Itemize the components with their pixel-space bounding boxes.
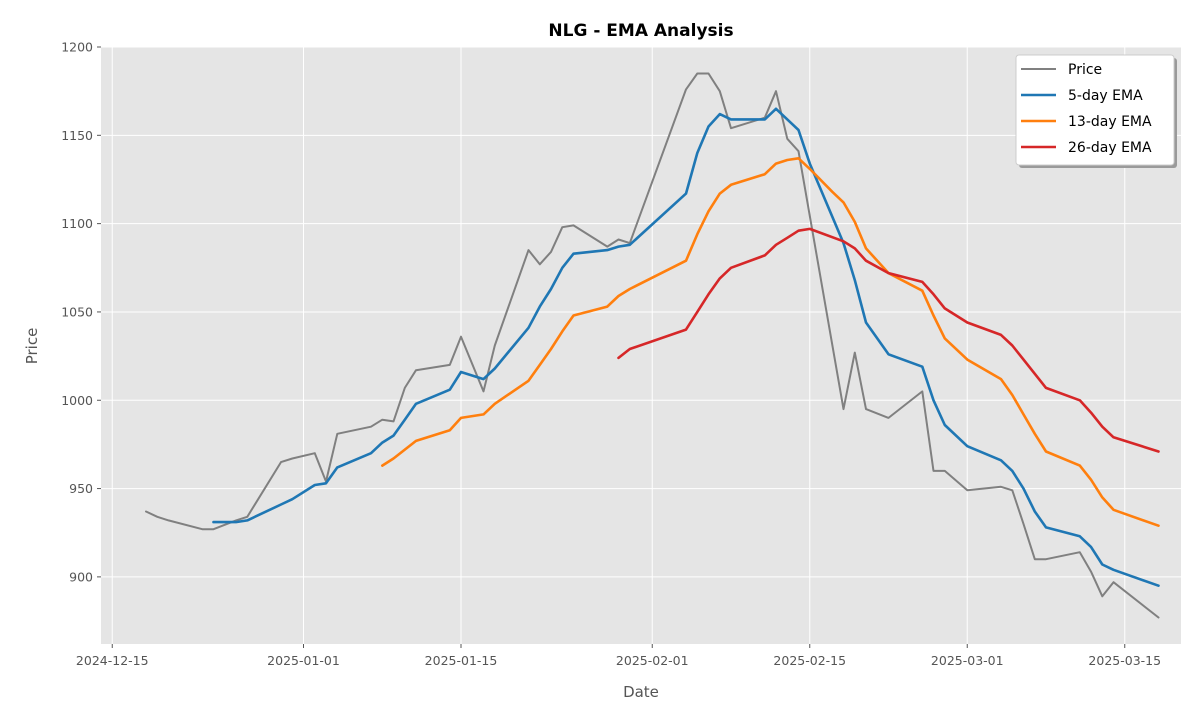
x-axis-label: Date [623,683,659,701]
legend-label: Price [1068,62,1102,78]
x-tick-label: 2025-03-15 [1088,653,1161,668]
x-tick-label: 2025-03-01 [931,653,1004,668]
y-tick-label: 1150 [61,128,93,143]
x-tick-label: 2025-02-15 [773,653,846,668]
y-axis-label: Price [23,328,41,365]
y-tick-label: 1050 [61,304,93,319]
series-line-13-day-ema [380,157,1160,528]
grid [101,46,1181,644]
x-tick-label: 2025-01-01 [267,653,340,668]
legend-label: 26-day EMA [1068,140,1152,156]
y-tick-label: 1000 [61,393,93,408]
y-tick-label: 1200 [61,40,93,55]
legend: Price 5-day EMA 13-day EMA 26-day EMA [1015,54,1177,168]
series-line-5-day-ema [212,107,1160,588]
y-tick-label: 950 [69,481,93,496]
chart-title: NLG - EMA Analysis [548,21,733,41]
x-tick-label: 2025-02-01 [616,653,689,668]
series-layer [145,72,1160,619]
x-tick-label: 2025-01-15 [425,653,498,668]
series-line-26-day-ema [617,227,1160,453]
axis-ticks: 900 950 1000 1050 1100 1150 1200 2024-12-15 2025… [61,40,1161,669]
legend-label: 13-day EMA [1068,114,1152,130]
legend-box [1015,54,1175,166]
x-tick-label: 2024-12-15 [76,653,149,668]
series-line-price [145,72,1160,619]
y-tick-label: 900 [69,569,93,584]
legend-label: 5-day EMA [1068,88,1143,104]
y-tick-label: 1100 [61,216,93,231]
